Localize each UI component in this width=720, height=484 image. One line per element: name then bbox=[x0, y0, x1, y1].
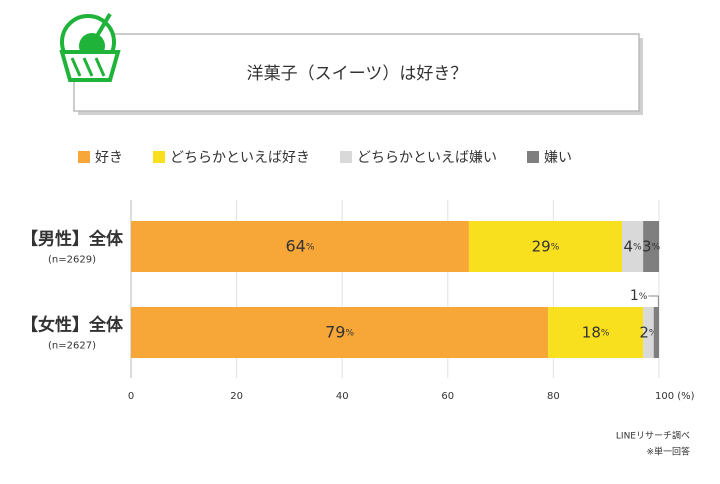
category-label: 【女性】全体 bbox=[21, 315, 124, 336]
bar-segment bbox=[643, 221, 659, 272]
legend-swatch bbox=[340, 151, 352, 163]
leader-line bbox=[648, 295, 659, 307]
legend-label: どちらかといえば好き bbox=[170, 150, 310, 166]
value-label: 29% bbox=[532, 237, 560, 255]
bar-segment bbox=[622, 221, 644, 272]
value-label: 3% bbox=[642, 237, 661, 255]
x-tick-label: 40 bbox=[336, 391, 349, 402]
category-label: 【男性】全体 bbox=[21, 229, 124, 250]
value-label: 1% bbox=[630, 288, 648, 304]
category-note: (n=2629) bbox=[48, 255, 96, 266]
title-box bbox=[73, 33, 640, 112]
source: LINEリサーチ調べ bbox=[616, 430, 690, 442]
category-note: (n=2627) bbox=[48, 341, 96, 352]
value-label: 18% bbox=[582, 323, 610, 341]
chart-title: 洋菓子（スイーツ）は好き？ bbox=[247, 64, 468, 84]
value-label: 4% bbox=[624, 237, 643, 255]
x-tick-label: 0 bbox=[128, 391, 134, 402]
x-tick-label: 20 bbox=[230, 391, 243, 402]
value-label: 64% bbox=[285, 236, 314, 255]
legend-label: 好き bbox=[95, 150, 123, 166]
bar-segment bbox=[131, 307, 549, 358]
value-label: 79% bbox=[325, 322, 354, 341]
legend-swatch bbox=[153, 151, 165, 163]
bar-segment bbox=[131, 221, 469, 272]
bar-segment bbox=[548, 307, 644, 358]
legend-label: 嫌い bbox=[544, 150, 572, 166]
legend-swatch bbox=[78, 151, 90, 163]
x-tick-label: 60 bbox=[441, 391, 454, 402]
bar-segment bbox=[643, 307, 654, 358]
note: ※単一回答 bbox=[646, 446, 690, 458]
value-label: 2% bbox=[639, 323, 658, 341]
legend-label: どちらかといえば嫌い bbox=[357, 150, 497, 166]
icon bbox=[59, 12, 121, 82]
legend-swatch bbox=[527, 151, 539, 163]
x-tick-label: 80 bbox=[547, 391, 560, 402]
x-tick-label: 100 (%) bbox=[655, 391, 695, 402]
bar-segment bbox=[468, 221, 623, 272]
bar-segment bbox=[653, 307, 659, 358]
